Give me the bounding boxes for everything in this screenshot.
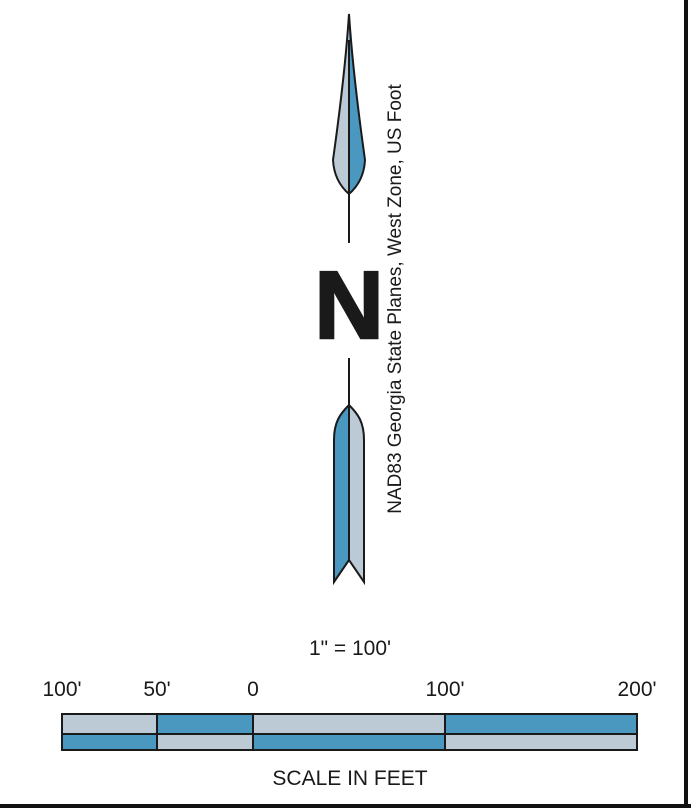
scale-segment-lower <box>62 734 157 750</box>
projection-label: NAD83 Georgia State Planes, West Zone, U… <box>385 84 406 514</box>
scale-tick-label: 200' <box>617 678 656 701</box>
scale-caption: SCALE IN FEET <box>272 767 427 790</box>
scale-segment-upper <box>157 714 253 734</box>
scale-segment-lower <box>253 734 445 750</box>
scale-segment-upper <box>253 714 445 734</box>
scale-bar: 1" = 100' 100' 50' 0 100' 200' SCALE IN … <box>42 637 656 790</box>
scale-tick-label: 100' <box>42 678 81 701</box>
north-arrow-top-needle <box>331 13 367 243</box>
north-arrow: N NAD83 Georgia State Planes, West Zone,… <box>313 13 406 586</box>
scale-segment-upper <box>62 714 157 734</box>
scale-tick-label: 0 <box>247 678 259 701</box>
scale-tick-labels: 100' 50' 0 100' 200' <box>42 678 656 701</box>
scale-tick-label: 100' <box>425 678 464 701</box>
north-arrow-tail <box>333 358 365 586</box>
scale-segment-lower <box>157 734 253 750</box>
scale-ratio-label: 1" = 100' <box>309 637 391 660</box>
scale-segment-lower <box>445 734 637 750</box>
scale-segment-upper <box>445 714 637 734</box>
scale-bar-outline <box>61 713 638 751</box>
scale-tick-label: 50' <box>143 678 170 701</box>
north-letter: N <box>314 252 383 359</box>
